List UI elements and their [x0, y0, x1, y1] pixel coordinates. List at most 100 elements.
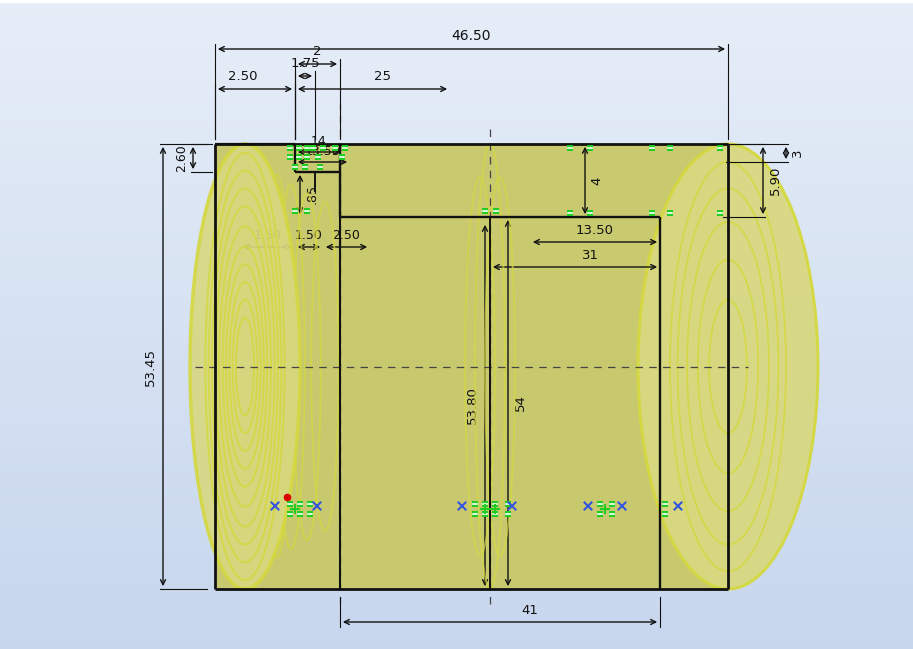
Bar — [332, 145, 338, 151]
Bar — [0, 438, 913, 445]
Bar — [0, 224, 913, 230]
Bar — [304, 145, 310, 151]
Bar — [597, 501, 603, 507]
Bar — [567, 210, 573, 216]
Bar — [0, 10, 913, 16]
Bar — [0, 101, 913, 107]
Bar — [0, 626, 913, 633]
Bar — [0, 250, 913, 256]
Bar — [0, 393, 913, 399]
Bar — [472, 511, 478, 517]
Bar — [287, 511, 293, 517]
Bar — [0, 230, 913, 237]
Bar — [0, 315, 913, 321]
Bar — [292, 208, 298, 214]
Text: 13.50: 13.50 — [305, 145, 341, 158]
Bar — [0, 490, 913, 496]
Bar — [0, 282, 913, 289]
Bar — [0, 159, 913, 165]
Bar — [0, 204, 913, 211]
Bar — [0, 496, 913, 503]
Bar — [0, 308, 913, 315]
Bar — [0, 172, 913, 178]
Bar — [320, 145, 326, 151]
Bar — [0, 165, 913, 172]
Text: 5.90: 5.90 — [769, 165, 782, 195]
Bar — [307, 511, 313, 517]
Bar — [307, 501, 313, 507]
Bar — [0, 36, 913, 42]
Polygon shape — [215, 144, 728, 589]
Bar — [317, 164, 323, 170]
Bar — [0, 302, 913, 308]
Bar — [0, 217, 913, 224]
Text: 31: 31 — [582, 249, 599, 262]
Bar — [0, 646, 913, 649]
Bar — [0, 587, 913, 594]
Text: 13.50: 13.50 — [576, 224, 614, 237]
Bar — [717, 145, 723, 151]
Bar — [0, 237, 913, 243]
Bar — [0, 458, 913, 464]
Bar — [505, 501, 511, 507]
Bar — [667, 210, 673, 216]
Bar — [339, 154, 345, 160]
Bar — [287, 145, 293, 151]
Ellipse shape — [190, 144, 300, 589]
Bar — [0, 88, 913, 94]
Bar — [0, 535, 913, 542]
Bar — [0, 127, 913, 133]
Bar — [0, 16, 913, 23]
Bar — [0, 211, 913, 217]
Bar — [296, 145, 302, 151]
Text: 2.60: 2.60 — [175, 144, 188, 172]
Bar — [0, 529, 913, 535]
Bar — [493, 208, 499, 214]
Bar — [0, 29, 913, 36]
Bar — [667, 145, 673, 151]
Text: 2.50: 2.50 — [228, 70, 257, 83]
Bar — [297, 501, 303, 507]
Bar — [0, 607, 913, 613]
Bar — [0, 263, 913, 269]
Bar — [0, 3, 913, 10]
Text: .85: .85 — [306, 184, 319, 204]
Bar — [0, 484, 913, 490]
Text: 4: 4 — [590, 177, 603, 185]
Bar — [0, 334, 913, 341]
Bar — [482, 208, 488, 214]
Bar — [0, 516, 913, 522]
Bar — [0, 120, 913, 127]
Bar — [0, 243, 913, 250]
Bar — [0, 153, 913, 159]
Bar — [0, 321, 913, 328]
Bar — [0, 633, 913, 639]
Bar — [296, 154, 302, 160]
Text: 53.80: 53.80 — [466, 387, 479, 424]
Bar — [342, 145, 348, 151]
Bar — [0, 503, 913, 509]
Bar — [505, 511, 511, 517]
Bar — [609, 501, 615, 507]
Bar — [0, 600, 913, 607]
Bar — [0, 23, 913, 29]
Bar — [297, 511, 303, 517]
Bar — [0, 373, 913, 380]
Ellipse shape — [638, 144, 818, 589]
Bar — [0, 620, 913, 626]
Bar — [0, 191, 913, 198]
Bar — [0, 42, 913, 49]
Bar — [649, 145, 655, 151]
Bar — [0, 289, 913, 295]
Text: 3: 3 — [791, 149, 804, 157]
Bar — [0, 432, 913, 438]
Bar — [304, 154, 310, 160]
Bar — [492, 511, 498, 517]
Bar — [0, 451, 913, 458]
Bar — [0, 581, 913, 587]
Bar — [597, 511, 603, 517]
Bar — [567, 145, 573, 151]
Bar — [0, 386, 913, 393]
Bar — [0, 198, 913, 204]
Bar — [0, 464, 913, 471]
